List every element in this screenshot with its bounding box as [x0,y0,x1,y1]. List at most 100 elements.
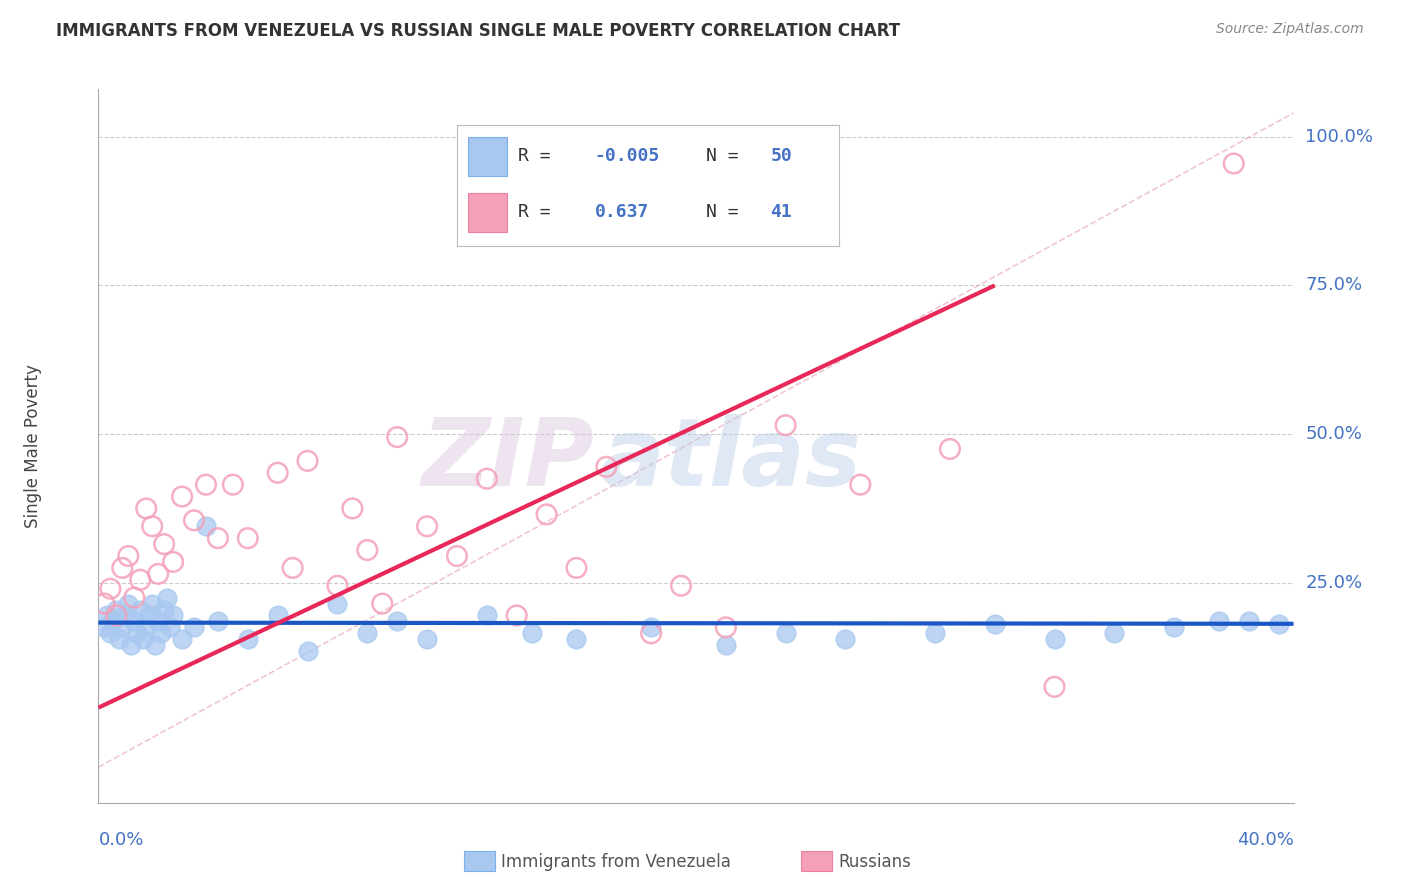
Point [506,608,529,623]
Point [135,620,157,634]
Point [156,591,179,605]
Point [93,620,115,634]
Point [475,608,498,623]
Point [416,632,439,647]
Text: 0.637: 0.637 [595,203,650,221]
Point [385,615,409,629]
Point [132,632,155,647]
Point [141,597,163,611]
Point [326,597,349,611]
Point [236,531,259,545]
Point [148,615,170,629]
Point [117,549,139,563]
Text: -0.005: -0.005 [595,147,659,165]
Point [669,579,692,593]
Text: Immigrants from Venezuela: Immigrants from Venezuela [501,853,730,871]
Point [1237,615,1260,629]
Point [297,644,319,658]
Point [520,626,543,640]
Point [172,632,194,647]
Point [983,617,1005,632]
Point [1043,680,1066,694]
Point [111,620,134,634]
Point [326,579,349,593]
Point [222,477,245,491]
Point [194,477,218,491]
Point [129,573,152,587]
Point [342,501,364,516]
Point [153,537,176,551]
Point [1104,626,1126,640]
Point [924,626,946,640]
Point [183,513,205,527]
Point [138,608,160,623]
Point [105,608,128,623]
Point [385,430,409,444]
Point [127,626,149,640]
Text: Russians: Russians [838,853,911,871]
Text: R =: R = [519,203,572,221]
Point [775,626,797,640]
Point [640,626,662,640]
Point [1043,632,1066,647]
Point [565,561,588,575]
Text: N =: N = [706,147,749,165]
Text: 50: 50 [770,147,793,165]
Point [775,418,797,433]
Point [834,632,856,647]
Text: ZIP: ZIP [422,414,595,507]
Point [595,459,617,474]
Point [194,519,218,533]
Point [162,555,184,569]
Point [849,477,872,491]
Text: 50.0%: 50.0% [1305,425,1362,443]
Text: 41: 41 [770,203,793,221]
Point [183,620,205,634]
Text: N =: N = [706,203,759,221]
Point [93,597,115,611]
Text: 75.0%: 75.0% [1305,277,1362,294]
Point [236,632,259,647]
Point [297,454,319,468]
Point [141,519,163,533]
Point [124,591,146,605]
Point [103,615,125,629]
Point [172,490,194,504]
Point [143,638,166,652]
Bar [468,193,506,232]
Text: Source: ZipAtlas.com: Source: ZipAtlas.com [1216,22,1364,37]
Point [939,442,962,456]
Point [153,602,176,616]
Point [148,566,170,581]
Point [1267,617,1289,632]
Text: 0.0%: 0.0% [98,831,143,849]
Point [1208,615,1230,629]
Point [114,608,136,623]
Point [281,561,304,575]
Point [117,597,139,611]
Point [96,608,118,623]
Point [475,472,498,486]
Point [159,620,181,634]
Text: 25.0%: 25.0% [1305,574,1362,591]
Point [207,615,229,629]
Point [111,561,134,575]
Point [356,626,378,640]
Point [135,501,157,516]
Text: atlas: atlas [600,414,862,507]
Point [124,615,146,629]
Text: Single Male Poverty: Single Male Poverty [24,364,42,528]
Point [536,508,558,522]
Point [1223,156,1246,170]
Point [98,626,122,640]
Text: 40.0%: 40.0% [1237,831,1294,849]
Point [129,602,152,616]
Point [120,638,142,652]
Point [267,466,290,480]
Point [1163,620,1185,634]
Point [162,608,184,623]
Point [446,549,468,563]
Point [108,632,131,647]
Text: R =: R = [519,147,561,165]
Point [714,638,737,652]
